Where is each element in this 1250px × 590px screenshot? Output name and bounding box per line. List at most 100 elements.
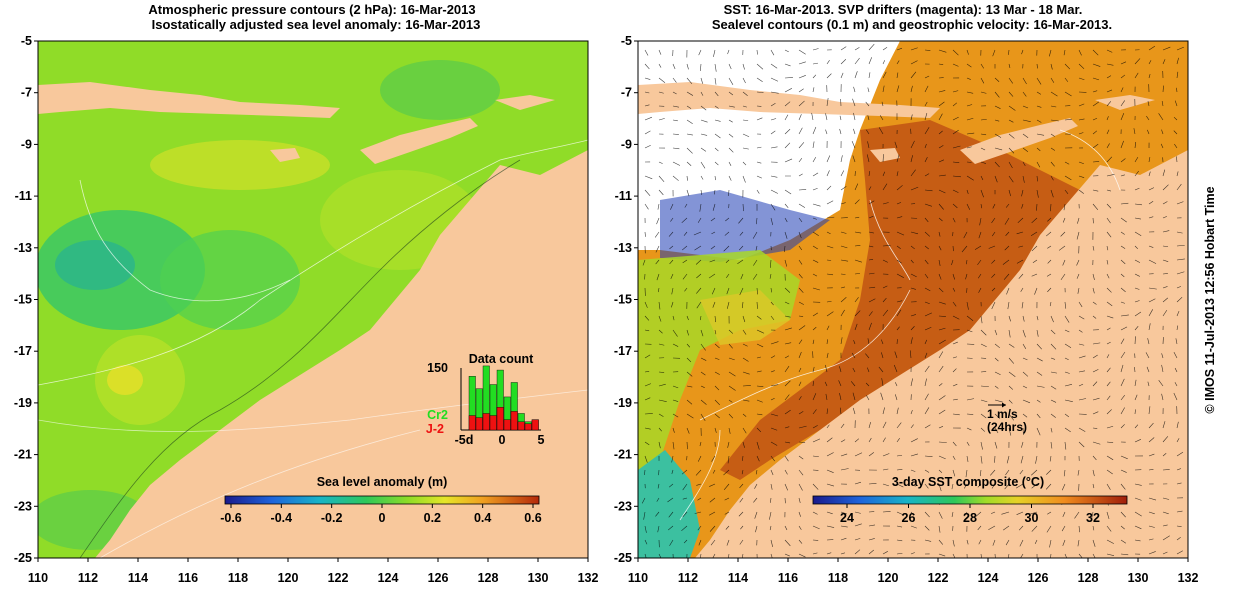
velocity-arrow [700,77,704,84]
velocity-arrow [1161,393,1164,401]
velocity-arrow [644,441,650,446]
velocity-arrow [1158,380,1164,387]
velocity-arrow [980,91,987,94]
velocity-arrow [738,245,744,251]
velocity-arrow [868,231,874,234]
right-title-line2: Sealevel contours (0.1 m) and geostrophi… [712,17,1112,32]
velocity-arrow [728,133,734,138]
sla-highest-patch [107,365,143,395]
velocity-arrow [992,203,996,209]
velocity-arrow [1148,259,1157,264]
velocity-arrow [710,217,716,222]
velocity-arrow [684,287,688,292]
velocity-arrow [1106,75,1112,79]
velocity-arrow [910,469,916,472]
velocity-arrow [714,147,719,152]
velocity-arrow [643,511,646,520]
velocity-arrow [1106,511,1110,520]
left-title-line2: Isostatically adjusted sea level anomaly… [152,17,481,32]
velocity-arrow [1064,413,1070,418]
velocity-arrow [896,483,904,488]
velocity-arrow [1092,189,1099,192]
velocity-arrow [1021,203,1024,209]
velocity-arrow [756,455,760,462]
velocity-arrow [1120,539,1127,544]
velocity-arrow [656,497,660,502]
velocity-arrow [924,455,933,458]
velocity-arrow [867,87,870,93]
velocity-arrow [728,175,732,181]
velocity-arrow [1134,325,1139,331]
velocity-arrow [961,245,968,253]
velocity-arrow [868,57,873,65]
velocity-arrow [840,337,843,345]
velocity-arrow [672,91,677,95]
velocity-arrow [896,216,903,219]
velocity-arrow [910,438,918,443]
velocity-arrow [686,175,688,181]
velocity-arrow [866,395,870,401]
velocity-arrow [1176,87,1178,93]
velocity-arrow [672,161,681,166]
velocity-arrow [1047,287,1052,293]
velocity-arrow [1021,441,1024,448]
velocity-arrow [924,312,932,317]
velocity-arrow [812,339,815,345]
velocity-arrow [826,525,835,528]
velocity-arrow [728,343,733,349]
velocity-arrow [784,259,788,267]
velocity-arrow [1176,525,1182,527]
velocity-arrow [991,287,996,292]
velocity-arrow [840,170,845,177]
velocity-arrow [742,147,749,150]
left-axes: 110 112 114 116 118 120 122 124 126 128 130 132 -5 -7… [14,34,599,585]
velocity-arrow [1064,161,1070,165]
velocity-arrow [658,287,660,293]
velocity-arrow [1106,189,1112,192]
velocity-arrow [1173,351,1178,359]
velocity-arrow [798,259,803,265]
velocity-arrow [1008,315,1011,322]
velocity-arrow [938,539,944,545]
velocity-arrow [693,231,702,236]
velocity-arrow [938,441,947,443]
scale-arrow-sublabel: (24hrs) [987,420,1027,434]
velocity-arrow [882,60,886,65]
velocity-arrow [1092,161,1100,163]
velocity-arrow [1173,130,1178,135]
velocity-arrow [966,203,971,210]
velocity-arrow [868,286,876,289]
velocity-arrow [714,427,717,433]
velocity-arrow [753,497,758,503]
velocity-arrow [700,371,706,376]
velocity-arrow [658,77,666,83]
velocity-arrow [770,341,779,345]
velocity-arrow [840,245,848,249]
velocity-arrow [1174,100,1178,107]
velocity-arrow [854,481,862,485]
velocity-arrow [1162,524,1168,527]
velocity-arrow [783,245,786,253]
velocity-arrow [1034,287,1038,295]
velocity-arrow [712,469,716,474]
velocity-arrow [644,525,647,533]
velocity-arrow [1078,63,1085,70]
velocity-arrow [868,483,877,485]
velocity-arrow [952,539,955,547]
velocity-arrow [952,90,959,93]
velocity-arrow [812,409,817,415]
velocity-arrow [728,329,734,334]
velocity-arrow [840,525,848,528]
velocity-arrow [1134,231,1142,237]
velocity-arrow [738,511,744,517]
velocity-arrow [709,483,716,487]
velocity-arrow [1008,399,1013,404]
velocity-arrow [770,130,776,135]
velocity-arrow [1074,511,1080,519]
velocity-arrow [994,77,1000,82]
velocity-arrow [1064,91,1072,97]
velocity-arrow [1134,259,1141,263]
velocity-arrow [952,455,956,460]
right-x-tick-label: 120 [878,571,899,585]
velocity-arrow [1133,128,1136,135]
